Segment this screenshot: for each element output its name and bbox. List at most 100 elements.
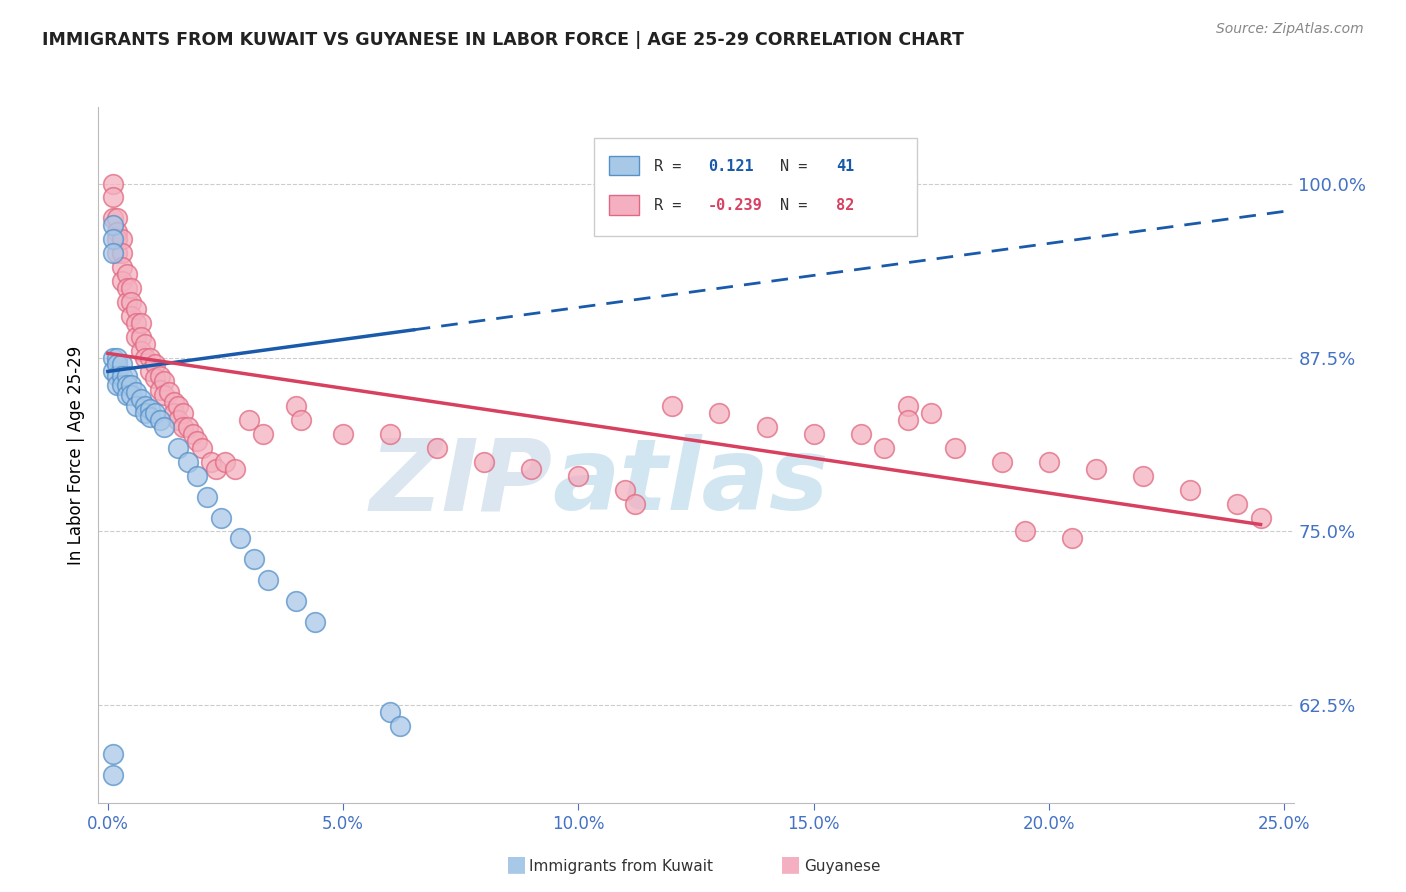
Point — [252, 427, 274, 442]
Point — [134, 399, 156, 413]
Point — [129, 343, 152, 358]
Point — [238, 413, 260, 427]
Text: atlas: atlas — [553, 434, 830, 532]
Point — [181, 427, 204, 442]
Point — [149, 413, 172, 427]
Point — [1178, 483, 1201, 497]
Point — [920, 406, 942, 420]
Text: 0.121: 0.121 — [709, 159, 754, 174]
Point — [111, 274, 134, 288]
Point — [111, 358, 134, 372]
Point — [803, 427, 825, 442]
Point — [105, 246, 128, 260]
Text: R =: R = — [654, 159, 690, 174]
Point — [378, 427, 401, 442]
Point — [115, 281, 138, 295]
Point — [755, 420, 778, 434]
Point — [115, 267, 138, 281]
Point — [1226, 497, 1249, 511]
Point — [256, 573, 278, 587]
Point — [111, 378, 134, 392]
Point — [111, 368, 134, 383]
Point — [186, 434, 208, 448]
Point — [849, 427, 872, 442]
Text: 41: 41 — [835, 159, 853, 174]
Point — [125, 329, 148, 343]
Point — [134, 406, 156, 420]
Point — [120, 309, 142, 323]
Point — [115, 368, 138, 383]
Text: -0.239: -0.239 — [709, 198, 762, 213]
Point — [897, 399, 920, 413]
Point — [139, 402, 162, 417]
Point — [897, 413, 920, 427]
Point — [209, 510, 232, 524]
Point — [134, 351, 156, 365]
Point — [167, 413, 190, 427]
Point — [129, 392, 152, 407]
Text: ZIP: ZIP — [370, 434, 553, 532]
Point — [172, 420, 194, 434]
Point — [143, 406, 166, 420]
Point — [149, 368, 172, 383]
Point — [167, 399, 190, 413]
Point — [105, 232, 128, 246]
Point — [101, 232, 124, 246]
Point — [172, 406, 194, 420]
Point — [426, 441, 449, 455]
Text: N =: N = — [779, 198, 815, 213]
Point — [388, 719, 411, 733]
Point — [111, 246, 134, 260]
Point — [228, 532, 250, 546]
Point — [378, 706, 401, 720]
Point — [101, 246, 124, 260]
Point — [224, 462, 246, 476]
Point — [120, 294, 142, 309]
Point — [101, 364, 124, 378]
Point — [214, 455, 236, 469]
Text: Immigrants from Kuwait: Immigrants from Kuwait — [529, 860, 713, 874]
Point — [105, 225, 128, 239]
Point — [101, 747, 124, 761]
Point — [139, 410, 162, 425]
Point — [125, 399, 148, 413]
Point — [285, 594, 308, 608]
Point — [943, 441, 966, 455]
Point — [177, 455, 200, 469]
Point — [163, 406, 186, 420]
Point — [120, 378, 142, 392]
Point — [125, 301, 148, 316]
Point — [105, 351, 128, 365]
Point — [139, 351, 162, 365]
Point — [105, 358, 128, 372]
Point — [101, 219, 124, 233]
Point — [1062, 532, 1084, 546]
Point — [125, 316, 148, 330]
Point — [200, 455, 222, 469]
Text: Guyanese: Guyanese — [804, 860, 880, 874]
Point — [115, 378, 138, 392]
Text: N =: N = — [779, 159, 815, 174]
Point — [101, 211, 124, 226]
FancyBboxPatch shape — [609, 195, 638, 215]
Point — [242, 552, 264, 566]
Point — [520, 462, 543, 476]
Point — [153, 420, 176, 434]
Point — [115, 388, 138, 402]
Point — [709, 406, 731, 420]
Point — [472, 455, 495, 469]
Point — [195, 490, 218, 504]
FancyBboxPatch shape — [595, 138, 917, 235]
Point — [125, 385, 148, 400]
Point — [991, 455, 1014, 469]
Point — [167, 441, 190, 455]
Point — [111, 232, 134, 246]
Text: ■: ■ — [780, 854, 801, 873]
Text: ■: ■ — [506, 854, 527, 873]
Point — [285, 399, 308, 413]
Point — [134, 336, 156, 351]
Point — [101, 190, 124, 204]
Point — [153, 374, 176, 388]
Point — [1038, 455, 1060, 469]
Point — [186, 468, 208, 483]
